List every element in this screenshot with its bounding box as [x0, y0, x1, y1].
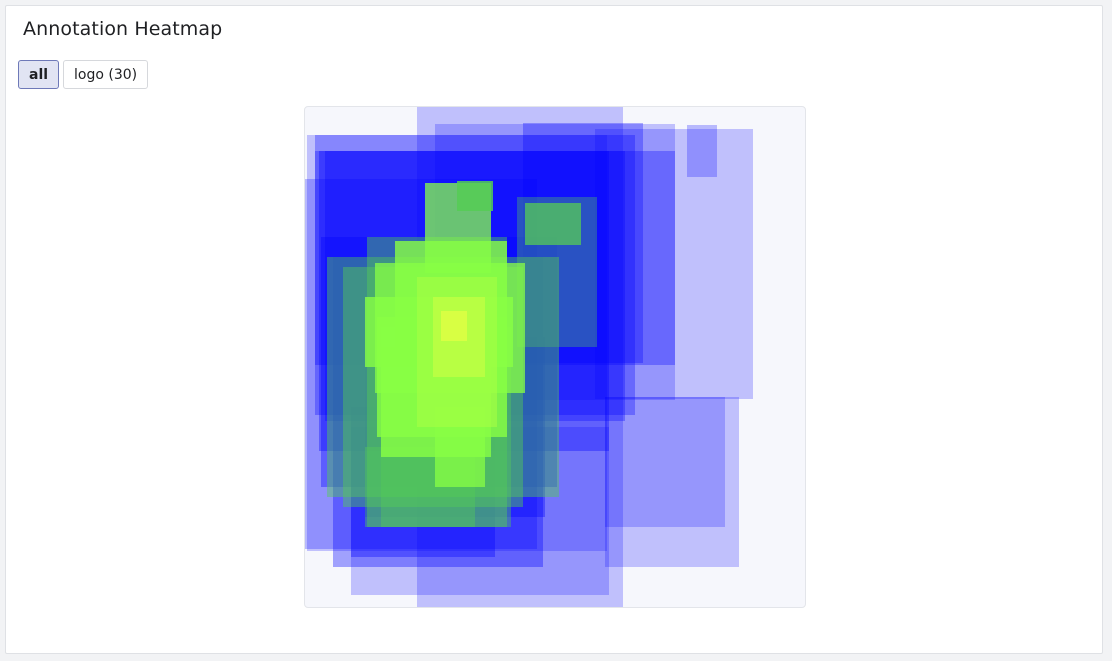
annotation-box [605, 397, 725, 527]
annotation-box [441, 311, 467, 341]
annotation-heatmap-panel: Annotation Heatmap all logo (30) [5, 5, 1103, 654]
filter-logo-button[interactable]: logo (30) [63, 60, 149, 89]
annotation-box [417, 277, 497, 427]
label-filter-group: all logo (30) [18, 60, 149, 89]
annotation-box [433, 297, 485, 377]
filter-all-button[interactable]: all [18, 60, 60, 89]
heatmap-canvas [304, 106, 806, 608]
annotation-box [457, 181, 493, 211]
annotation-box [605, 397, 739, 567]
heatmap-svg [305, 107, 753, 607]
annotation-box [687, 125, 717, 177]
panel-title: Annotation Heatmap [23, 18, 223, 40]
annotation-box [525, 203, 581, 245]
annotation-box [595, 129, 753, 399]
annotation-box [517, 197, 597, 347]
heatmap-high-density-layer [365, 181, 525, 487]
